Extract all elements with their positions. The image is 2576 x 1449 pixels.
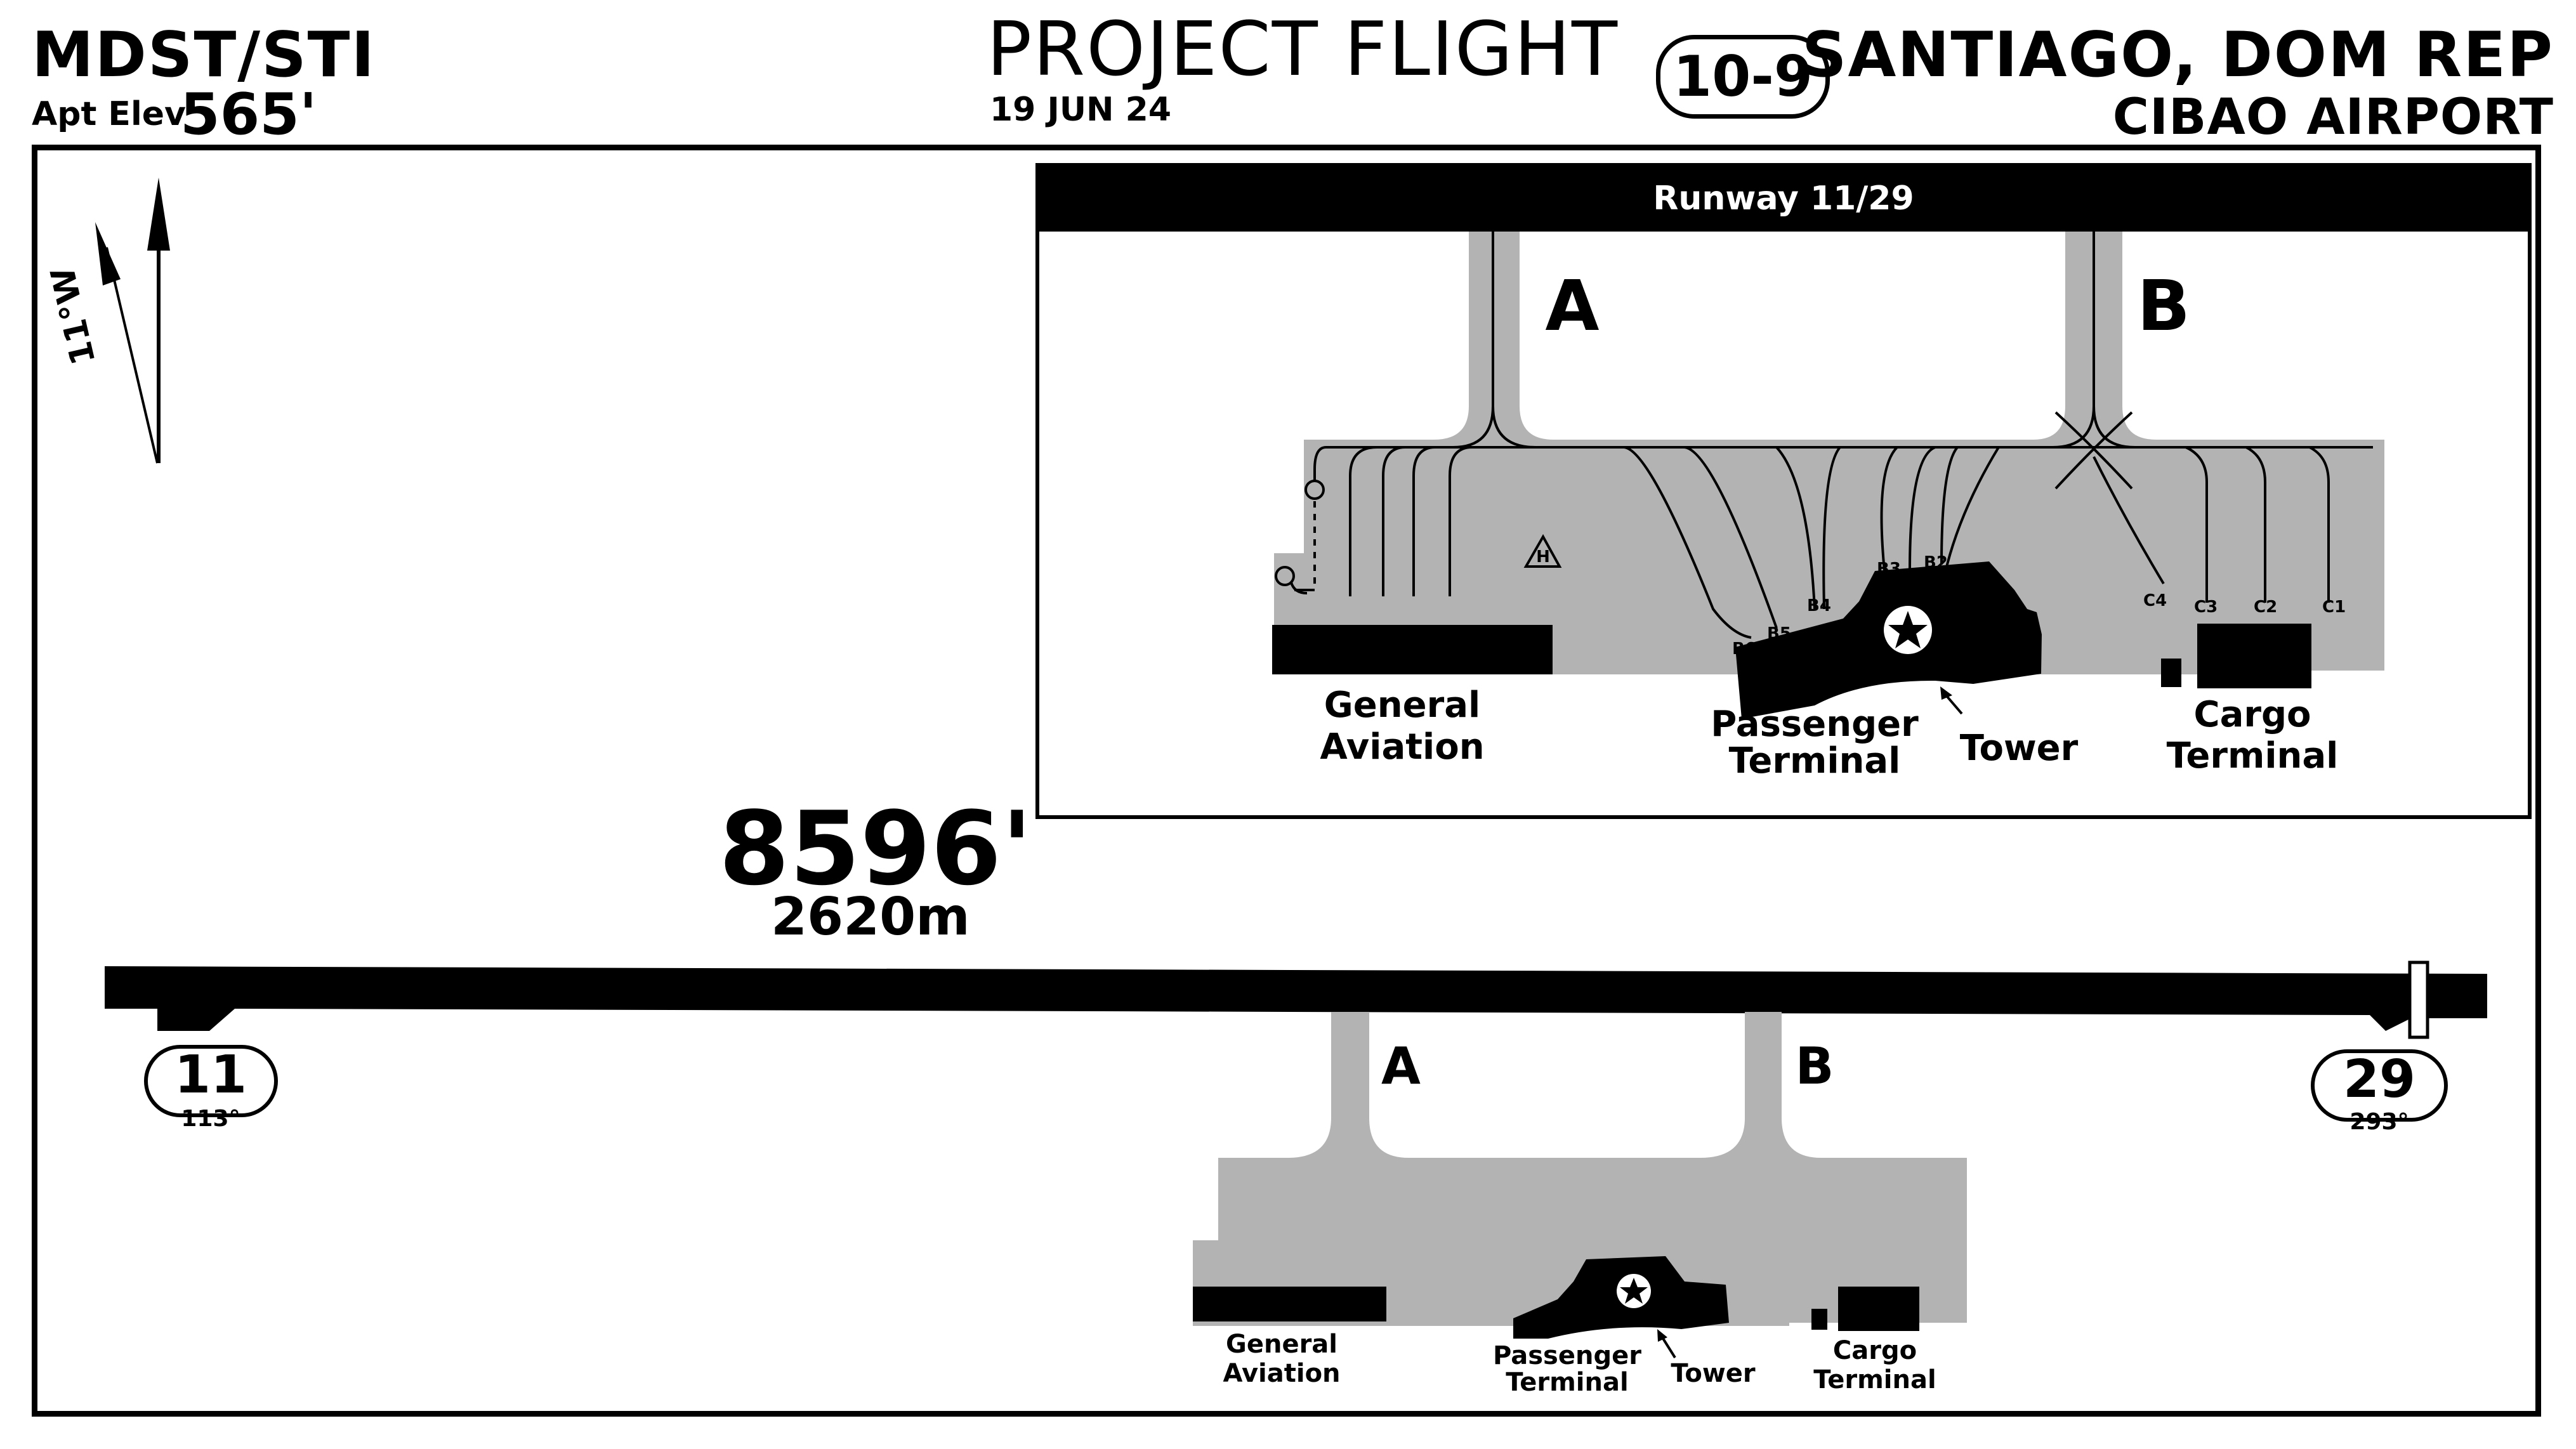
inset-tower-label: Tower: [1960, 728, 2079, 769]
runway-length-feet: 8596': [719, 789, 1032, 908]
north-arrow: 11°W: [44, 178, 170, 464]
stand-label: C1: [2322, 598, 2346, 617]
main-cargo-label-line1: Cargo: [1833, 1336, 1917, 1365]
airport-name: CIBAO AIRPORT: [2112, 89, 2554, 146]
stand-label: C3: [2194, 598, 2218, 617]
main-taxiway-b: [1700, 1012, 1821, 1158]
runway-29-heading: 293°: [2349, 1109, 2408, 1135]
main-runway: [105, 966, 2487, 1031]
inset-runway-label: Runway 11/29: [1653, 180, 1914, 218]
main-apron: [1193, 1158, 1967, 1326]
inset-taxiway-b-label: B: [2137, 265, 2190, 346]
runway-length-meters: 2620m: [771, 887, 970, 947]
stand-label: C2: [2254, 598, 2277, 617]
inset-cargo-terminal: [2197, 624, 2311, 688]
elevation-label: Apt Elev: [32, 95, 186, 133]
inset-panel: Runway 11/29 A B: [1035, 163, 2532, 819]
main-terminal-label-line2: Terminal: [1506, 1368, 1628, 1397]
inset-ga-label-line1: General: [1324, 685, 1480, 726]
inset-stand-labels: B6 B5 B4 B3 B2 B1 C4 C3 C2 C1: [1732, 553, 2346, 659]
chart-frame: [32, 145, 2541, 1417]
stand-label: B5: [1767, 624, 1791, 643]
main-general-aviation-building: [1193, 1287, 1386, 1321]
inset-cargo-label-line1: Cargo: [2193, 694, 2311, 735]
chart-number-badge: 10-9: [1656, 35, 1830, 119]
inset-cargo-label-line2: Terminal: [2167, 735, 2339, 777]
main-ga-label-line2: Aviation: [1223, 1359, 1340, 1388]
inset-general-aviation-building: [1272, 625, 1553, 674]
heliport-icon: [1523, 534, 1562, 568]
svg-text:H: H: [1536, 547, 1550, 567]
inset-ga-label-line2: Aviation: [1320, 726, 1484, 768]
main-terminal-label-line1: Passenger: [1493, 1341, 1641, 1370]
inset-taxiway-a-label: A: [1545, 265, 1599, 346]
chart-date: 19 JUN 24: [990, 91, 1172, 129]
chart-title: PROJECT FLIGHT: [987, 5, 1619, 93]
main-ga-label-line1: General: [1226, 1330, 1337, 1359]
runway-end-11-badge: 11 113°: [144, 1045, 278, 1132]
main-taxiway-b-label: B: [1796, 1037, 1834, 1096]
main-cargo-label-line2: Terminal: [1813, 1365, 1936, 1394]
magnetic-variation: 11°W: [44, 263, 103, 368]
inset-apron: [1274, 440, 2384, 674]
runway-11-heading: 113°: [181, 1106, 240, 1132]
stand-label: B6: [1732, 639, 1756, 659]
inset-runway: [1037, 165, 2530, 232]
main-taxiway-a-label: A: [1381, 1037, 1421, 1096]
true-north-arrowhead-icon: [147, 178, 170, 251]
runway-11-number: 11: [174, 1045, 247, 1105]
stand-label: B4: [1807, 596, 1831, 615]
inset-cargo-annex: [2161, 659, 2181, 687]
inset-taxi-lines: [1275, 232, 2373, 639]
stand-label: C4: [2143, 591, 2167, 610]
elevation-value: 565': [180, 81, 317, 148]
stand-label: B3: [1877, 560, 1901, 579]
stand-label: B2: [1924, 553, 1948, 572]
main-taxiway-a: [1288, 1012, 1409, 1158]
inset-terminal-label-line1: Passenger: [1711, 704, 1919, 745]
magnetic-north-arrowhead-icon: [95, 222, 121, 285]
runway-29-number: 29: [2343, 1049, 2415, 1110]
runway-29-threshold-marker: [2408, 961, 2429, 1039]
stand-label: B1: [1972, 591, 1996, 610]
runway-end-29-badge: 29 293°: [2311, 1049, 2448, 1135]
inset-terminal-label-line2: Terminal: [1729, 740, 1901, 782]
airport-identifier: MDST/STI: [32, 19, 376, 91]
main-cargo-terminal: [1838, 1287, 1919, 1331]
main-cargo-annex: [1811, 1309, 1827, 1330]
main-tower-label: Tower: [1671, 1359, 1756, 1388]
city-name: SANTIAGO, DOM REP: [1801, 19, 2554, 91]
